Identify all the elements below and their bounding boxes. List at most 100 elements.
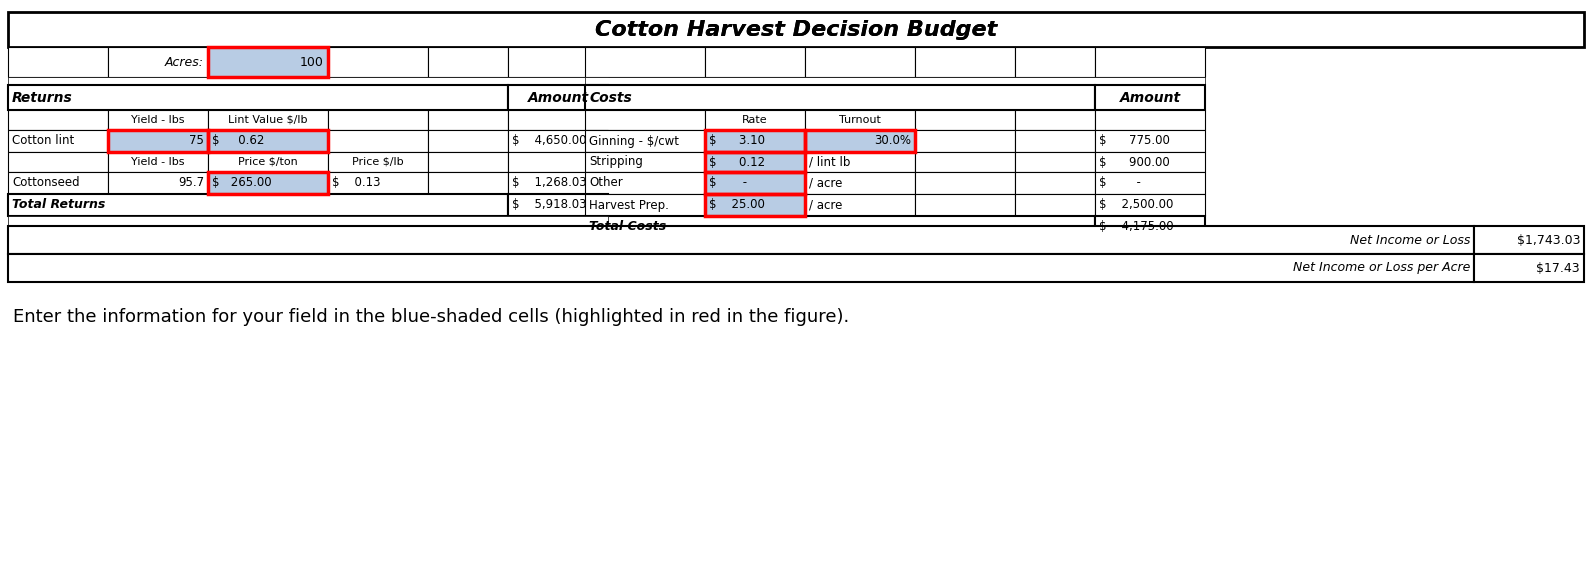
Bar — [1016, 130, 1095, 152]
Bar — [8, 152, 108, 172]
Text: $   265.00: $ 265.00 — [212, 177, 272, 190]
Bar — [1474, 226, 1584, 254]
Text: $    1,268.03: $ 1,268.03 — [513, 177, 586, 190]
Bar — [108, 130, 209, 152]
Bar — [328, 110, 428, 130]
Text: $      775.00: $ 775.00 — [1098, 134, 1170, 147]
Text: Ginning - $/cwt: Ginning - $/cwt — [589, 134, 680, 147]
Bar — [8, 12, 1584, 47]
Bar — [584, 110, 705, 130]
Bar — [209, 130, 328, 152]
Text: Amount: Amount — [1119, 90, 1181, 104]
Bar — [209, 130, 328, 152]
Bar — [584, 77, 1205, 85]
Text: $        -: $ - — [1098, 177, 1141, 190]
Bar — [108, 47, 209, 77]
Text: Stripping: Stripping — [589, 156, 643, 168]
Text: Costs: Costs — [589, 90, 632, 104]
Bar — [915, 152, 1016, 172]
Text: $      0.12: $ 0.12 — [708, 156, 766, 168]
Bar — [1095, 216, 1205, 238]
Text: $       -: $ - — [708, 177, 747, 190]
Bar — [1095, 110, 1205, 130]
Bar — [508, 47, 608, 77]
Bar — [584, 152, 705, 172]
Bar — [584, 85, 1095, 110]
Text: 75: 75 — [189, 134, 204, 147]
Text: $    5,918.03: $ 5,918.03 — [513, 198, 586, 211]
Text: Price $/lb: Price $/lb — [352, 157, 404, 167]
Bar — [584, 238, 1205, 248]
Bar — [8, 110, 108, 130]
Text: Total Returns: Total Returns — [13, 198, 105, 211]
Text: Enter the information for your field in the blue-shaded cells (highlighted in re: Enter the information for your field in … — [13, 308, 849, 326]
Bar — [508, 194, 608, 216]
Bar — [705, 172, 806, 194]
Bar — [584, 47, 705, 77]
Text: Cotton Harvest Decision Budget: Cotton Harvest Decision Budget — [595, 19, 997, 39]
Text: / lint lb: / lint lb — [809, 156, 850, 168]
Bar — [1016, 152, 1095, 172]
Text: $      3.10: $ 3.10 — [708, 134, 766, 147]
Bar — [806, 130, 915, 152]
Text: Returns: Returns — [13, 90, 73, 104]
Text: Turnout: Turnout — [839, 115, 880, 125]
Bar — [428, 47, 508, 77]
Bar — [705, 172, 806, 194]
Bar — [1016, 110, 1095, 130]
Bar — [508, 152, 608, 172]
Bar — [8, 254, 1474, 282]
Text: $17.43: $17.43 — [1536, 261, 1579, 275]
Text: 95.7: 95.7 — [178, 177, 204, 190]
Text: Yield - lbs: Yield - lbs — [131, 157, 185, 167]
Text: $    4,650.00: $ 4,650.00 — [513, 134, 586, 147]
Bar — [8, 226, 1474, 254]
Text: Net Income or Loss: Net Income or Loss — [1350, 234, 1469, 247]
Bar — [108, 130, 209, 152]
Bar — [209, 110, 328, 130]
Text: Price $/ton: Price $/ton — [239, 157, 298, 167]
Bar — [8, 47, 108, 77]
Text: $    0.13: $ 0.13 — [333, 177, 380, 190]
Text: Total Costs: Total Costs — [589, 221, 665, 234]
Bar — [584, 194, 705, 216]
Bar — [705, 130, 806, 152]
Bar — [1474, 254, 1584, 282]
Bar — [428, 110, 508, 130]
Text: / acre: / acre — [809, 198, 842, 211]
Bar — [508, 110, 608, 130]
Bar — [705, 194, 806, 216]
Bar — [8, 85, 508, 110]
Bar — [8, 194, 508, 216]
Text: $    2,500.00: $ 2,500.00 — [1098, 198, 1173, 211]
Bar — [705, 152, 806, 172]
Bar — [508, 172, 608, 194]
Bar — [209, 152, 328, 172]
Text: Cotton Harvest Decision Budget: Cotton Harvest Decision Budget — [595, 19, 997, 39]
Bar — [584, 216, 1095, 238]
Bar — [209, 47, 328, 77]
Bar — [1095, 194, 1205, 216]
Bar — [705, 194, 806, 216]
Text: Amount: Amount — [527, 90, 589, 104]
Bar — [8, 172, 108, 194]
Bar — [209, 172, 328, 194]
Text: Acres:: Acres: — [166, 56, 204, 69]
Bar — [915, 130, 1016, 152]
Bar — [705, 152, 806, 172]
Text: Cottonseed: Cottonseed — [13, 177, 80, 190]
Bar — [584, 172, 705, 194]
Bar — [705, 110, 806, 130]
Bar — [806, 110, 915, 130]
Bar — [108, 172, 209, 194]
Text: Cotton lint: Cotton lint — [13, 134, 75, 147]
Bar — [806, 172, 915, 194]
Text: Other: Other — [589, 177, 622, 190]
Bar — [508, 130, 608, 152]
Bar — [806, 152, 915, 172]
Bar — [806, 130, 915, 152]
Bar — [915, 172, 1016, 194]
Bar — [1095, 85, 1205, 110]
Bar — [428, 152, 508, 172]
Bar — [428, 172, 508, 194]
